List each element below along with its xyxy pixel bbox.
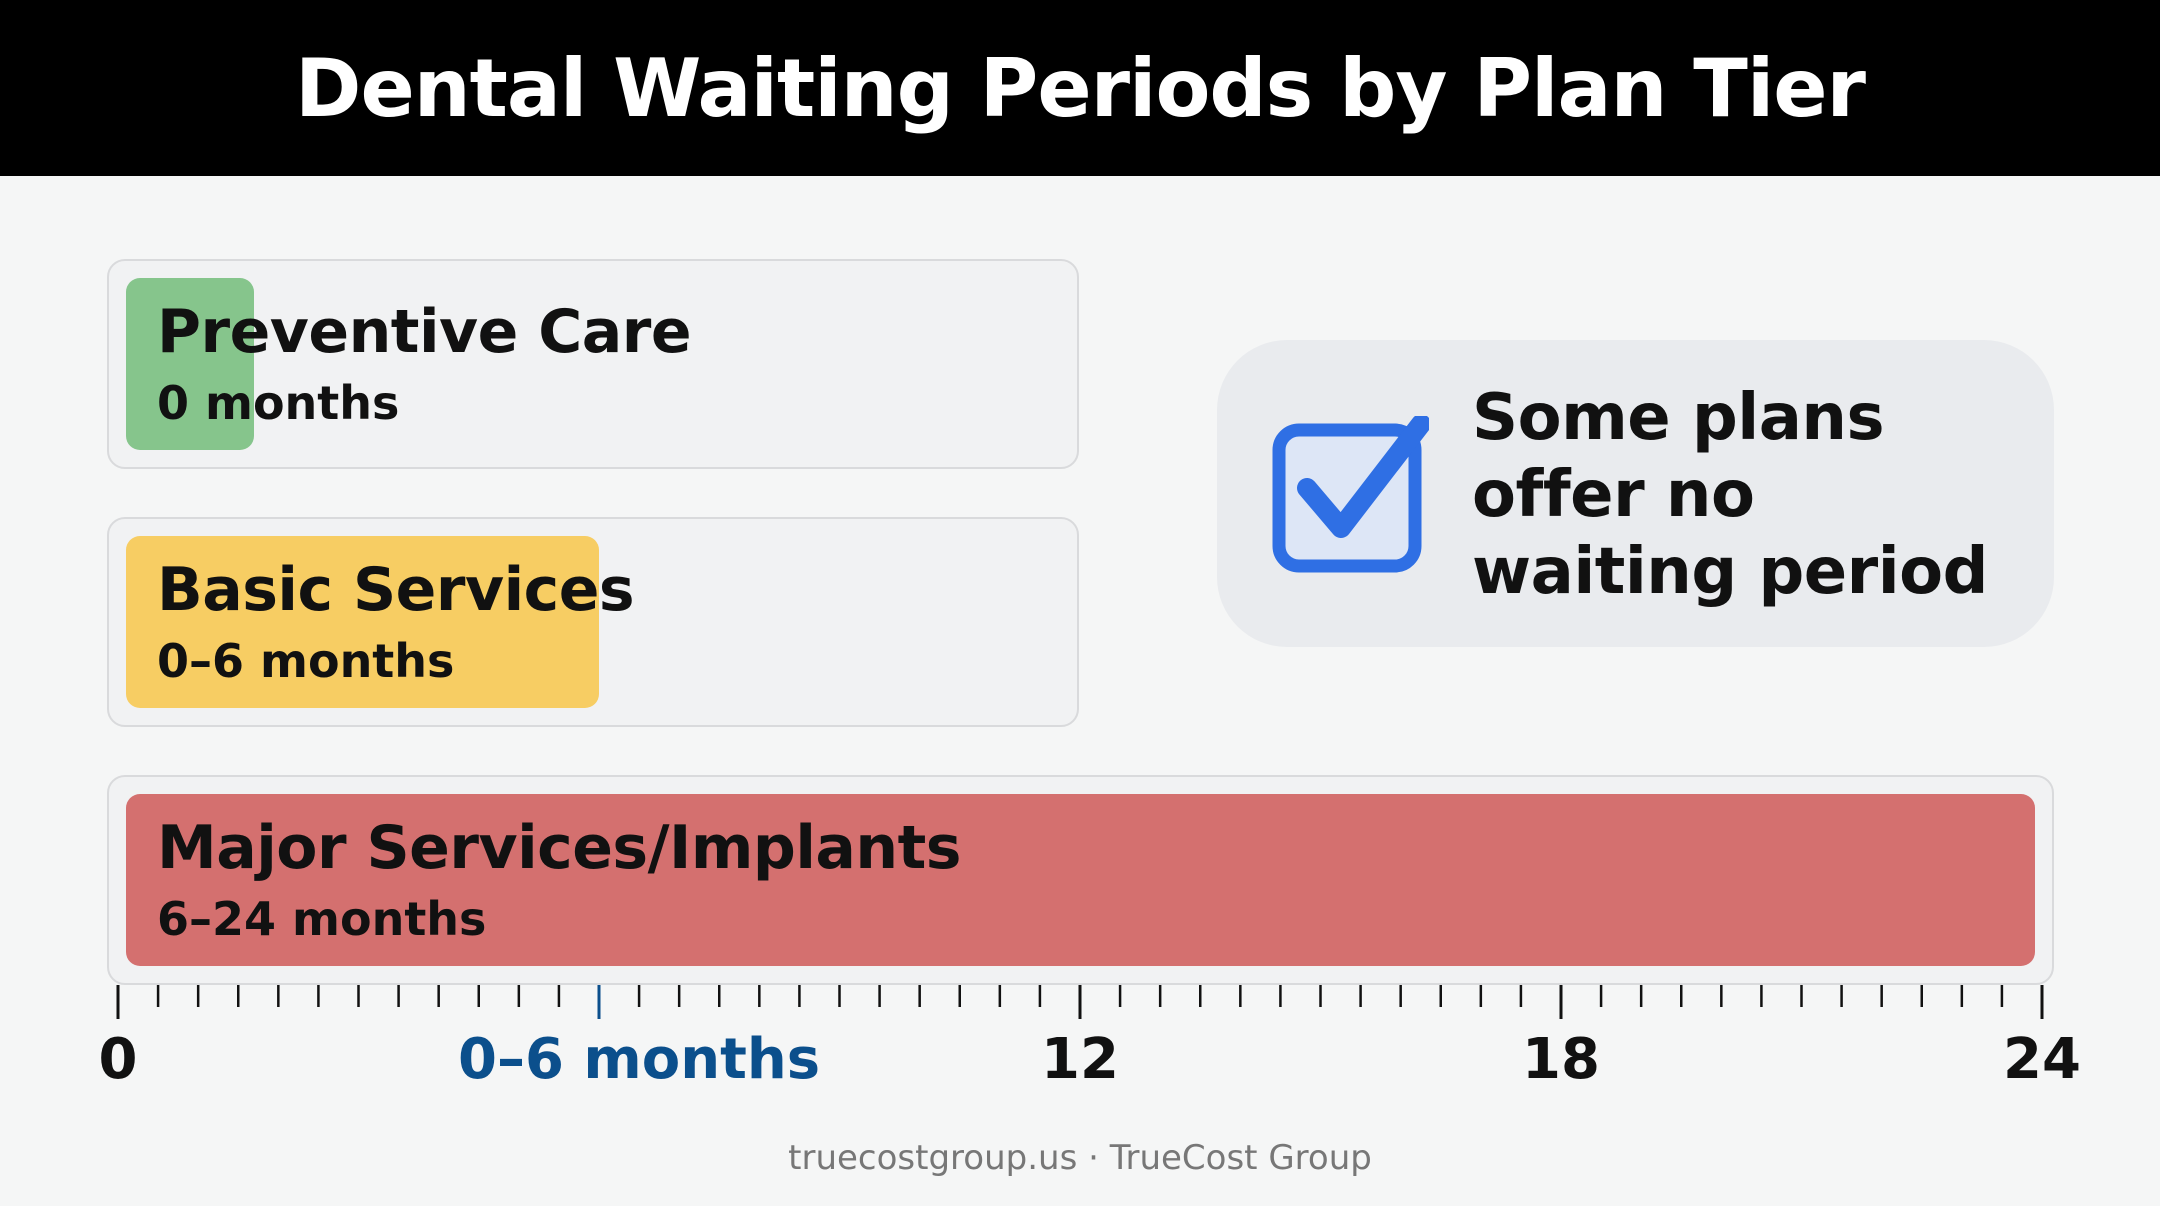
tick-label-1: 0–6 months xyxy=(458,1027,820,1092)
bar-range-preventive-care: 0 months xyxy=(157,376,400,430)
footer-source: truecostgroup.us · TrueCost Group xyxy=(788,1138,1372,1178)
checkbox-check-icon xyxy=(1272,416,1429,573)
bar-label-basic-services: Basic Services xyxy=(157,555,635,625)
tick-label-4: 24 xyxy=(2003,1027,2081,1092)
bar-label-preventive-care: Preventive Care xyxy=(157,297,692,367)
bar-track-basic: Basic Services 0–6 months xyxy=(107,517,1079,727)
bar-range-major-services-implants: 6–24 months xyxy=(157,892,487,946)
bar-basic-services xyxy=(126,536,599,708)
bar-preventive-care xyxy=(126,278,254,450)
tick-label-3: 18 xyxy=(1522,1027,1600,1092)
bar-track-preventive: Preventive Care 0 months xyxy=(107,259,1079,469)
bar-track-major: Major Services/Implants 6–24 months xyxy=(107,775,2054,985)
callout-box: Some plans offer no waiting period xyxy=(1217,340,2054,647)
callout-text: Some plans offer no waiting period xyxy=(1472,381,1988,609)
chart-title: Dental Waiting Periods by Plan Tier xyxy=(295,41,1866,135)
tick-label-2: 12 xyxy=(1041,1027,1119,1092)
bar-major-services-implants xyxy=(126,794,2035,966)
tick-label-0: 0 xyxy=(99,1027,138,1092)
title-bar: Dental Waiting Periods by Plan Tier xyxy=(0,0,2160,176)
bar-label-major-services-implants: Major Services/Implants xyxy=(157,813,961,883)
bar-range-basic-services: 0–6 months xyxy=(157,634,455,688)
